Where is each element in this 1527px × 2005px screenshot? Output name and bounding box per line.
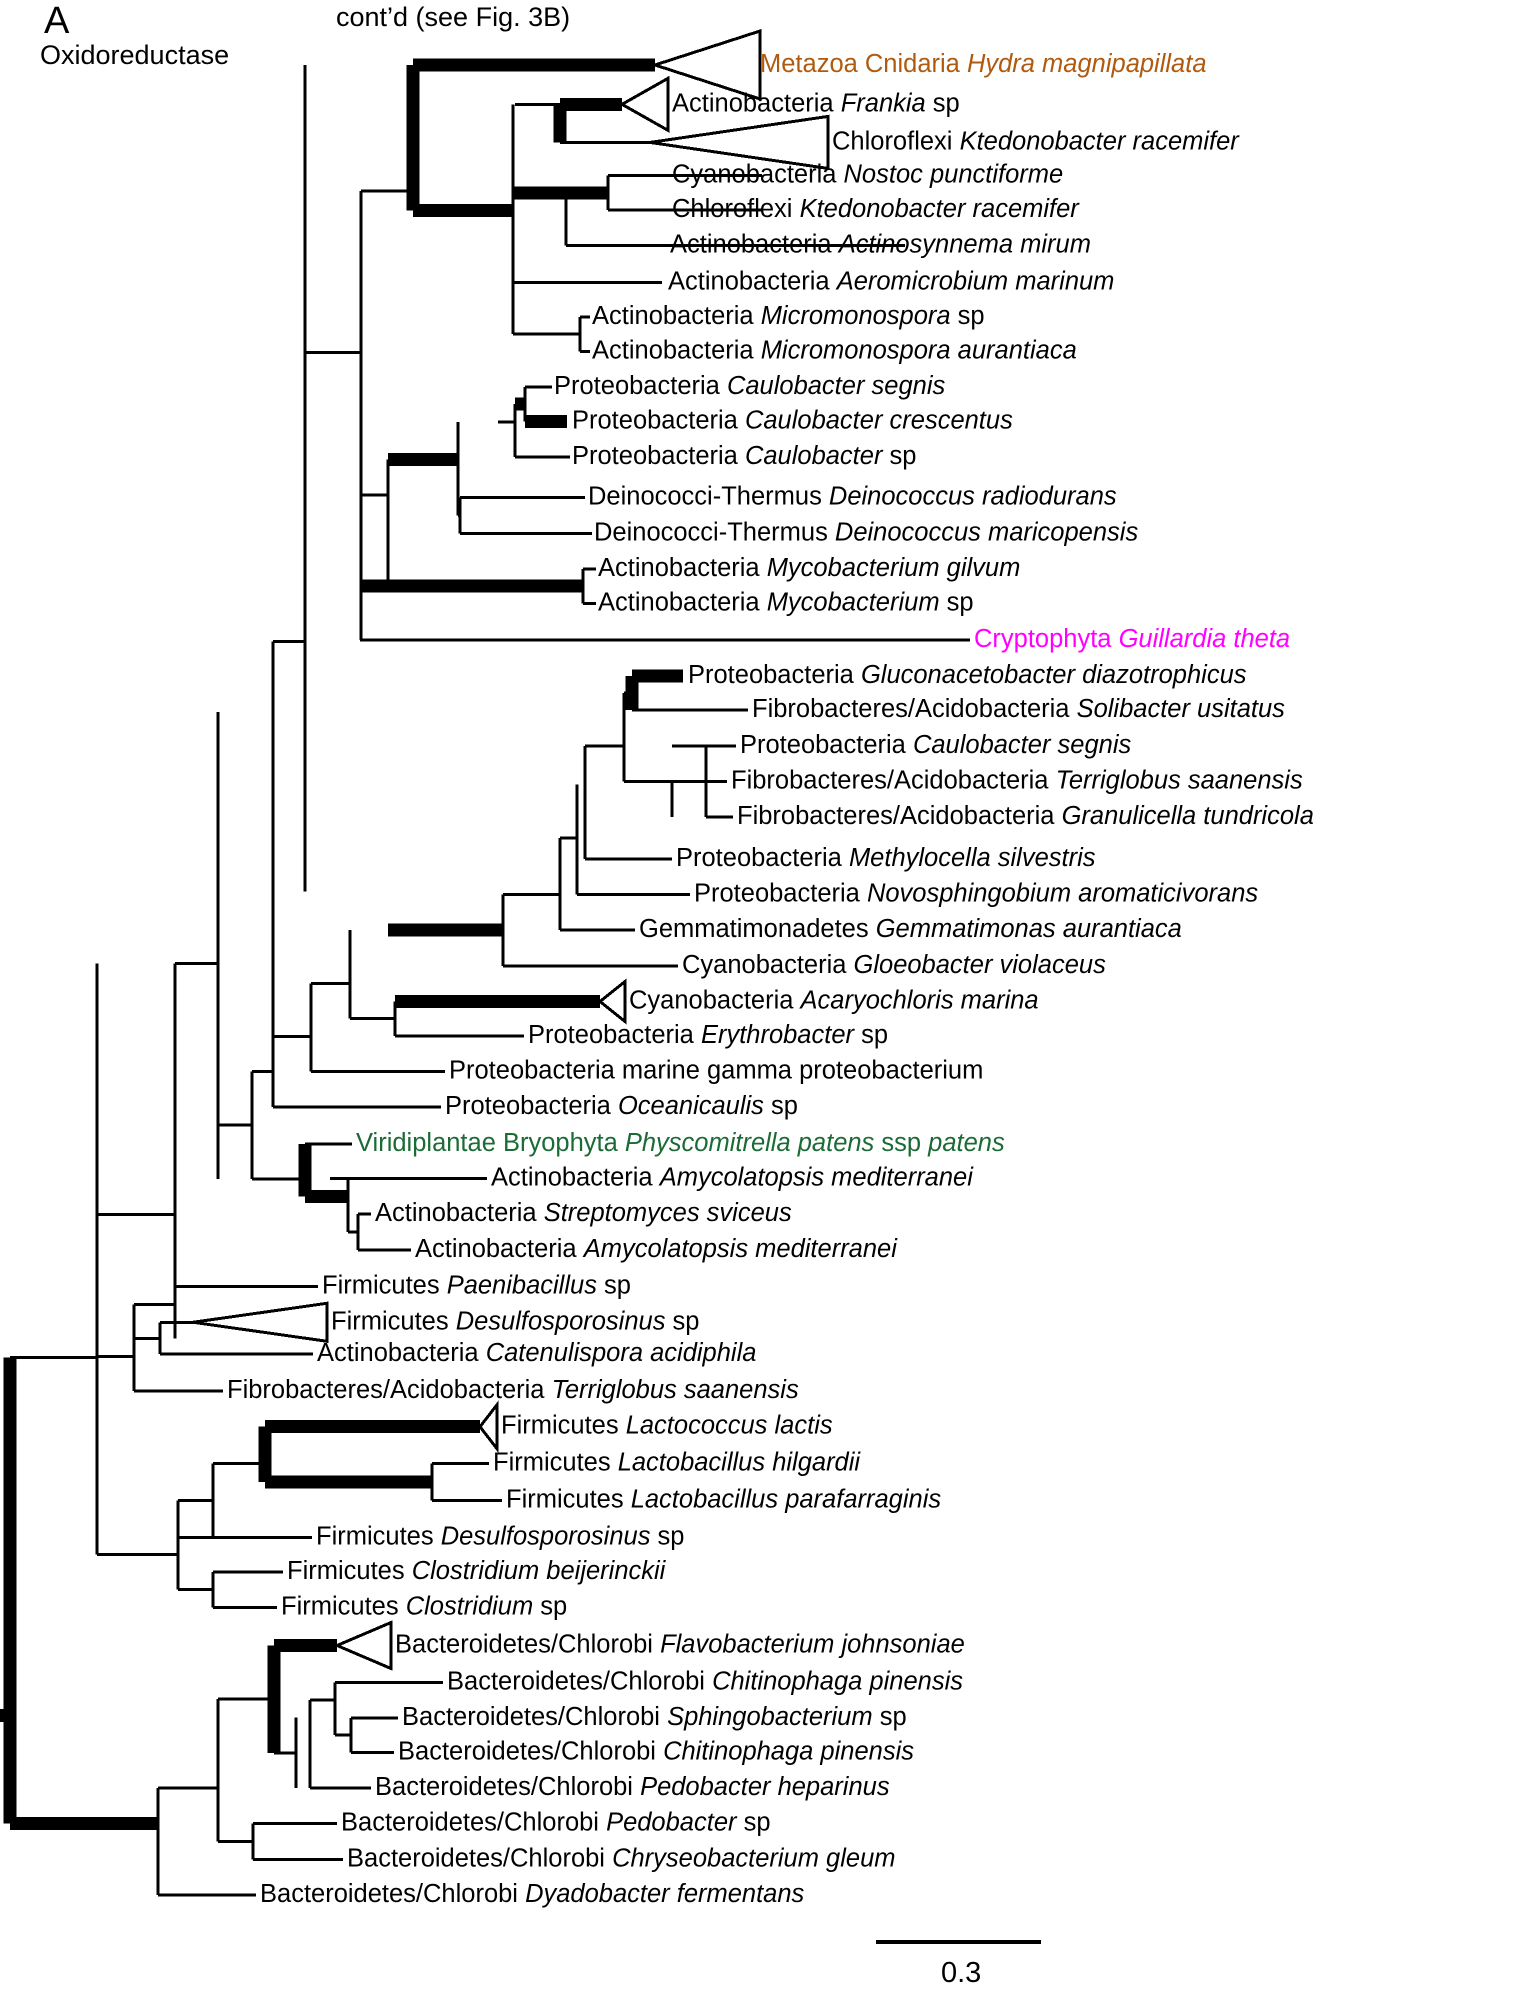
collapsed-clade-triangle xyxy=(597,978,627,1025)
collapsed-clade-triangles xyxy=(192,28,830,1671)
tip-label: Proteobacteria Caulobacter sp xyxy=(572,442,916,470)
tip-label: Cyanobacteria Nostoc punctiforme xyxy=(672,160,1063,188)
tree-branches xyxy=(0,58,970,1897)
collapsed-clade-triangle xyxy=(650,28,762,102)
tip-label: Actinobacteria Micromonospora sp xyxy=(592,302,985,330)
tip-label: Chloroflexi Ktedonobacter racemifer xyxy=(832,127,1240,155)
tip-label: Actinobacteria Streptomyces sviceus xyxy=(375,1199,792,1227)
tip-label: Fibrobacteres/Acidobacteria Granulicella… xyxy=(737,802,1314,830)
tip-label: Proteobacteria Methylocella silvestris xyxy=(676,844,1096,872)
tip-label: Cyanobacteria Acaryochloris marina xyxy=(629,986,1039,1014)
tip-label: Actinobacteria Frankia sp xyxy=(672,89,960,117)
tip-label: Gemmatimonadetes Gemmatimonas aurantiaca xyxy=(639,915,1182,943)
tip-label: Firmicutes Lactobacillus parafarraginis xyxy=(506,1485,941,1513)
tip-label: Bacteroidetes/Chlorobi Sphingobacterium … xyxy=(402,1703,907,1731)
tip-label: Actinobacteria Mycobacterium sp xyxy=(598,588,974,616)
tip-label: Proteobacteria Caulobacter segnis xyxy=(554,372,945,400)
tip-label: Firmicutes Clostridium sp xyxy=(281,1592,567,1620)
tip-label: Fibrobacteres/Acidobacteria Terriglobus … xyxy=(731,766,1303,794)
tip-label: Bacteroidetes/Chlorobi Flavobacterium jo… xyxy=(395,1630,965,1658)
tip-label: Bacteroidetes/Chlorobi Pedobacter hepari… xyxy=(375,1773,890,1801)
tip-label: Actinobacteria Amycolatopsis mediterrane… xyxy=(415,1235,898,1263)
tip-label: Bacteroidetes/Chlorobi Chitinophaga pine… xyxy=(447,1667,963,1695)
collapsed-clade-triangle xyxy=(333,1620,393,1671)
scale-bar-label: 0.3 xyxy=(941,1957,982,1989)
panel-letter: A xyxy=(44,0,70,42)
panel-subtitle: Oxidoreductase xyxy=(40,40,230,70)
tip-label: Firmicutes Clostridium beijerinckii xyxy=(287,1557,667,1585)
tip-label: Actinobacteria Mycobacterium gilvum xyxy=(598,554,1020,582)
tip-label: Firmicutes Lactococcus lactis xyxy=(501,1411,833,1439)
collapsed-clade-triangle xyxy=(192,1301,329,1344)
tip-label: Chloroflexi Ktedonobacter racemifer xyxy=(672,195,1080,223)
tip-label: Actinobacteria Aeromicrobium marinum xyxy=(668,267,1114,295)
tip-label: Cryptophyta Guillardia theta xyxy=(974,625,1290,653)
tip-label: Proteobacteria Oceanicaulis sp xyxy=(445,1092,798,1120)
collapsed-clade-triangle xyxy=(649,114,830,171)
tip-label: Deinococci-Thermus Deinococcus maricopen… xyxy=(594,518,1138,546)
tip-label: Viridiplantae Bryophyta Physcomitrella p… xyxy=(356,1129,1005,1157)
tip-label: Fibrobacteres/Acidobacteria Terriglobus … xyxy=(227,1376,799,1404)
tip-label: Cyanobacteria Gloeobacter violaceus xyxy=(682,951,1106,979)
tip-label: Bacteroidetes/Chlorobi Chryseobacterium … xyxy=(347,1844,896,1872)
tip-label: Firmicutes Desulfosporosinus sp xyxy=(316,1522,685,1550)
tip-label: Metazoa Cnidaria Hydra magnipapillata xyxy=(760,50,1207,78)
tip-label: Firmicutes Paenibacillus sp xyxy=(322,1271,631,1299)
collapsed-clade-triangle xyxy=(618,75,670,133)
tip-label: Proteobacteria Caulobacter segnis xyxy=(740,731,1131,759)
tip-label: Actinobacteria Micromonospora aurantiaca xyxy=(592,336,1077,364)
continuation-note: cont’d (see Fig. 3B) xyxy=(336,2,571,32)
tip-label: Bacteroidetes/Chlorobi Chitinophaga pine… xyxy=(398,1737,914,1765)
tip-label: Proteobacteria marine gamma proteobacter… xyxy=(449,1056,983,1084)
tip-label: Firmicutes Desulfosporosinus sp xyxy=(331,1307,700,1335)
tip-label: Proteobacteria Erythrobacter sp xyxy=(528,1021,888,1049)
tip-labels: Metazoa Cnidaria Hydra magnipapillata Act… xyxy=(227,50,1314,1908)
tip-label: Proteobacteria Novosphingobium aromatici… xyxy=(694,879,1258,907)
tip-label: Bacteroidetes/Chlorobi Pedobacter sp xyxy=(341,1808,771,1836)
tip-label: Actinobacteria Amycolatopsis mediterrane… xyxy=(491,1163,974,1191)
tip-label: Bacteroidetes/Chlorobi Dyadobacter ferme… xyxy=(260,1880,805,1908)
tip-label: Deinococci-Thermus Deinococcus radiodura… xyxy=(588,482,1117,510)
tip-label: Proteobacteria Gluconacetobacter diazotr… xyxy=(688,661,1247,689)
tip-label: Firmicutes Lactobacillus hilgardii xyxy=(493,1448,861,1476)
tip-label: Fibrobacteres/Acidobacteria Solibacter u… xyxy=(752,695,1285,723)
collapsed-clade-triangle xyxy=(478,1400,499,1454)
tip-label: Actinobacteria Actinosynnema mirum xyxy=(670,230,1091,258)
tip-label: Proteobacteria Caulobacter crescentus xyxy=(572,406,1013,434)
tip-label: Actinobacteria Catenulispora acidiphila xyxy=(317,1339,756,1367)
